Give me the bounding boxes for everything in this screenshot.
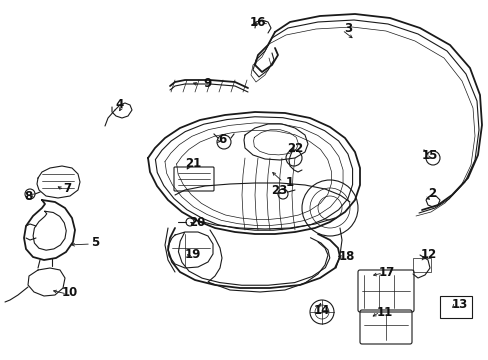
Text: 22: 22 — [286, 141, 303, 154]
Text: 5: 5 — [91, 235, 99, 248]
Text: 13: 13 — [451, 298, 467, 311]
Text: 18: 18 — [338, 251, 354, 264]
Bar — [439, 296, 471, 318]
Text: 1: 1 — [285, 176, 293, 189]
Text: 7: 7 — [63, 181, 71, 194]
Text: 23: 23 — [270, 184, 286, 197]
Text: 6: 6 — [218, 132, 225, 145]
Bar — [412, 258, 430, 272]
Text: 16: 16 — [249, 15, 265, 28]
Text: 8: 8 — [24, 189, 32, 202]
Text: 3: 3 — [343, 22, 351, 35]
Text: 2: 2 — [427, 186, 435, 199]
Text: 4: 4 — [116, 98, 124, 111]
Text: 10: 10 — [62, 285, 78, 298]
Text: 19: 19 — [184, 248, 201, 261]
Text: 20: 20 — [188, 216, 204, 229]
Text: 11: 11 — [376, 306, 392, 319]
Text: 17: 17 — [378, 266, 394, 279]
Text: 21: 21 — [184, 157, 201, 170]
Text: 15: 15 — [421, 149, 437, 162]
Text: 9: 9 — [203, 77, 211, 90]
Text: 14: 14 — [313, 303, 329, 316]
Text: 12: 12 — [420, 248, 436, 261]
